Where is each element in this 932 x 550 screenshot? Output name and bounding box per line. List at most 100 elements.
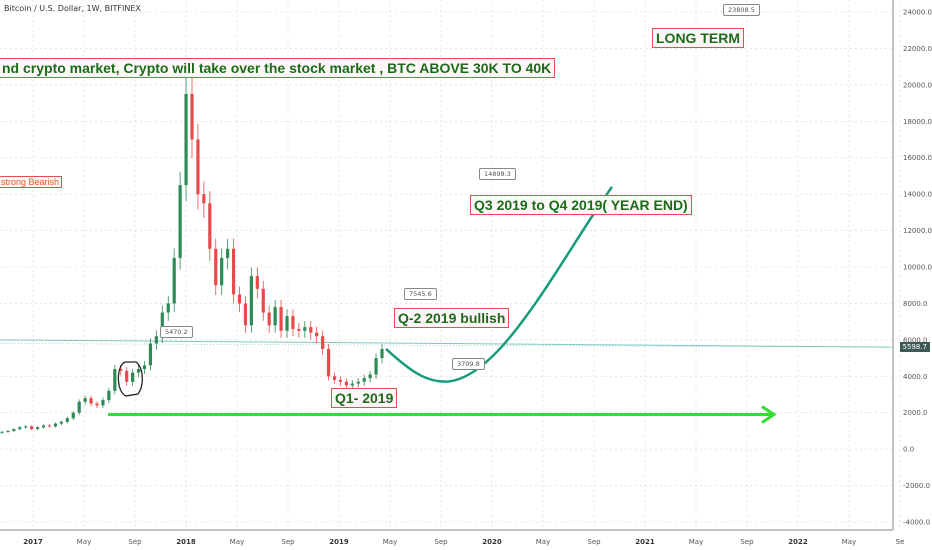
- x-tick-label: May: [689, 538, 703, 546]
- candle-body: [41, 425, 46, 428]
- annotation-q3-q4[interactable]: Q3 2019 to Q4 2019( YEAR END): [470, 195, 692, 215]
- candle-body: [125, 370, 129, 382]
- y-tick-label: 10000.0: [903, 264, 932, 272]
- price-level-line: [0, 343, 894, 348]
- x-tick-label: 2022: [788, 538, 808, 546]
- candle-body: [267, 312, 271, 326]
- support-arrow-head: [761, 405, 777, 424]
- callout-trough[interactable]: 3709.8: [452, 358, 485, 370]
- candle-body: [71, 412, 75, 419]
- x-tick-label: May: [230, 538, 244, 546]
- breakout-marker: [117, 361, 143, 397]
- candle-body: [279, 307, 283, 331]
- candle-body: [237, 294, 242, 304]
- candle-body: [326, 348, 331, 377]
- candle-body: [362, 378, 366, 382]
- x-tick-label: May: [383, 538, 397, 546]
- candle-body: [380, 348, 384, 359]
- candle-body: [368, 374, 372, 379]
- candle-body: [83, 398, 87, 402]
- candle-body: [332, 376, 337, 380]
- candle-body: [95, 403, 99, 406]
- candle-body: [297, 328, 301, 331]
- annotation-q2[interactable]: Q-2 2019 bullish: [394, 308, 510, 328]
- projection-curve: [385, 186, 614, 383]
- x-tick-label: Sep: [281, 538, 295, 546]
- x-tick-label: Sep: [740, 538, 754, 546]
- x-tick-label: 2021: [635, 538, 655, 546]
- callout-q3-target[interactable]: 14898.3: [479, 168, 516, 180]
- y-tick-label: -4000.0: [903, 519, 930, 527]
- y-tick-label: 20000.0: [903, 81, 932, 89]
- y-tick-label: -2000.0: [903, 482, 930, 490]
- y-tick-label: 0.0: [903, 446, 914, 454]
- candle-body: [47, 425, 52, 427]
- x-tick-label: Sep: [587, 538, 601, 546]
- x-tick-label: Se: [896, 538, 905, 546]
- candle-body: [273, 307, 277, 326]
- chart-header: Bitcoin / U.S. Dollar, 1W, BITFINEX: [4, 4, 141, 13]
- candle-body: [89, 398, 93, 404]
- annotation-strong-bearish[interactable]: strong Bearish: [0, 176, 63, 188]
- candle-body: [136, 369, 141, 373]
- candle-body: [202, 194, 206, 204]
- candle-body: [184, 93, 188, 186]
- candle-body: [196, 139, 200, 195]
- x-tick-label: 2018: [176, 538, 196, 546]
- trendline: [0, 339, 894, 348]
- y-tick-label: 18000.0: [903, 118, 932, 126]
- candle-body: [214, 248, 218, 286]
- candle-body: [208, 203, 212, 249]
- candle-body: [0, 431, 4, 433]
- candle-body: [226, 248, 230, 258]
- x-tick-label: May: [77, 538, 91, 546]
- candle-body: [255, 276, 259, 289]
- callout-q2-target[interactable]: 7545.6: [404, 288, 437, 300]
- annotation-q1[interactable]: Q1- 2019: [331, 388, 398, 408]
- callout-top[interactable]: 23808.5: [723, 4, 760, 16]
- y-tick-label: 8000.0: [903, 300, 928, 308]
- candle-body: [113, 369, 117, 391]
- x-tick-label: 2017: [23, 538, 43, 546]
- x-tick-label: May: [536, 538, 550, 546]
- candle-body: [178, 185, 182, 258]
- candle-body: [12, 429, 16, 431]
- candle-body: [160, 312, 164, 337]
- candle-body: [220, 257, 224, 286]
- callout-level-2018[interactable]: 5470.2: [160, 326, 193, 338]
- x-tick-label: 2019: [329, 538, 349, 546]
- candle-body: [350, 383, 354, 386]
- y-tick-label: 2000.0: [903, 409, 928, 417]
- candle-body: [148, 343, 153, 366]
- candle-body: [77, 401, 81, 413]
- candle-body: [321, 336, 325, 349]
- candle-body: [243, 303, 248, 326]
- candle-body: [131, 372, 135, 382]
- candle-body: [338, 379, 343, 382]
- candle-body: [261, 288, 265, 313]
- candle-body: [309, 327, 313, 333]
- x-tick-label: Sep: [434, 538, 448, 546]
- candle-body: [166, 303, 170, 313]
- annotation-long-term[interactable]: LONG TERM: [652, 28, 744, 48]
- y-tick-label: 16000.0: [903, 154, 932, 162]
- y-tick-label: 6000.0: [903, 336, 928, 344]
- candle-body: [59, 421, 63, 424]
- candles: [0, 76, 384, 434]
- candle-body: [53, 423, 58, 427]
- y-tick-label: 14000.0: [903, 191, 932, 199]
- y-tick-label: 12000.0: [903, 227, 932, 235]
- candle-body: [36, 427, 40, 430]
- candle-body: [30, 426, 34, 430]
- candle-body: [65, 418, 69, 422]
- y-tick-label: 24000.0: [903, 9, 932, 17]
- candle-body: [6, 430, 10, 432]
- candle-body: [303, 327, 307, 331]
- candle-body: [344, 381, 348, 386]
- candle-body: [119, 369, 123, 371]
- annotation-headline[interactable]: nd crypto market, Crypto will take over …: [0, 58, 556, 78]
- candle-body: [315, 332, 319, 337]
- candle-body: [24, 426, 28, 428]
- candle-body: [285, 316, 289, 331]
